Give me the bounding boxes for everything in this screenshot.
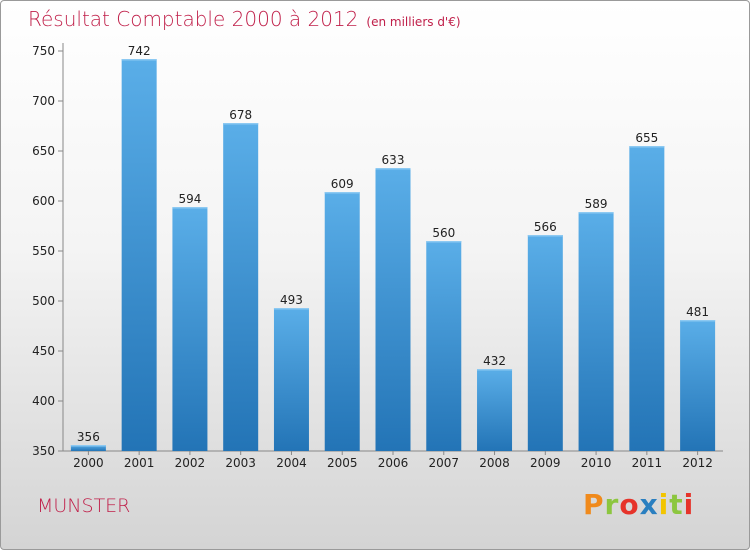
bar-2012 <box>680 320 716 451</box>
city-name: MUNSTER <box>37 495 131 517</box>
bar-value-label: 678 <box>229 108 252 122</box>
logo-letter: x <box>639 488 659 521</box>
bar-2006 <box>375 168 411 451</box>
bar-value-label: 742 <box>128 44 151 58</box>
y-tick-label: 750 <box>32 44 55 58</box>
y-tick-label: 650 <box>32 144 55 158</box>
logo-letter: P <box>583 488 605 521</box>
bar-value-label: 493 <box>280 293 303 307</box>
bar-2001 <box>121 59 157 451</box>
x-tick-label: 2005 <box>327 456 358 470</box>
bar-value-label: 481 <box>686 305 709 319</box>
x-tick-label: 2002 <box>175 456 206 470</box>
x-tick-label: 2001 <box>124 456 155 470</box>
bar-highlight <box>578 212 614 214</box>
y-tick-label: 450 <box>32 344 55 358</box>
bar-highlight <box>426 241 462 243</box>
bar-value-label: 356 <box>77 430 100 444</box>
bar-highlight <box>121 59 157 61</box>
x-tick-label: 2011 <box>632 456 663 470</box>
bar-2011 <box>629 146 665 451</box>
y-tick-label: 550 <box>32 244 55 258</box>
bar-2002 <box>172 207 208 451</box>
bar-highlight <box>375 168 411 170</box>
x-tick-label: 2004 <box>276 456 307 470</box>
bar-value-label: 560 <box>432 226 455 240</box>
bar-2009 <box>527 235 563 451</box>
x-tick-label: 2008 <box>479 456 510 470</box>
bar-highlight <box>629 146 665 148</box>
x-tick-label: 2009 <box>530 456 561 470</box>
chart-title-text: Résultat Comptable 2000 à 2012 <box>28 7 359 31</box>
logo-letter: i <box>683 488 695 521</box>
bar-2000 <box>70 445 106 451</box>
x-tick-label: 2006 <box>378 456 409 470</box>
logo-letter: r <box>604 488 620 521</box>
bar-value-label: 655 <box>635 131 658 145</box>
logo-letter: i <box>658 488 670 521</box>
bar-value-label: 566 <box>534 220 557 234</box>
logo-letter: t <box>669 488 684 521</box>
x-tick-label: 2000 <box>73 456 104 470</box>
logo-letter: o <box>619 488 640 521</box>
bar-highlight <box>70 445 106 447</box>
bar-highlight <box>324 192 360 194</box>
bar-value-label: 609 <box>331 177 354 191</box>
proxiti-logo: Proxiti <box>583 488 694 521</box>
bar-2010 <box>578 212 614 451</box>
bar-highlight <box>680 320 716 322</box>
y-tick-label: 500 <box>32 294 55 308</box>
bar-2003 <box>223 123 259 451</box>
bar-value-label: 432 <box>483 354 506 368</box>
x-tick-label: 2010 <box>581 456 612 470</box>
bar-value-label: 589 <box>585 197 608 211</box>
x-tick-label: 2007 <box>428 456 459 470</box>
y-tick-label: 400 <box>32 394 55 408</box>
chart-title: Résultat Comptable 2000 à 2012 (en millie… <box>28 7 461 31</box>
x-tick-label: 2012 <box>682 456 713 470</box>
bar-value-label: 633 <box>382 153 405 167</box>
y-tick-label: 350 <box>32 444 55 458</box>
bar-2008 <box>477 369 513 451</box>
chart-unit-text: (en milliers d'€) <box>366 15 461 29</box>
bar-highlight <box>172 207 208 209</box>
x-tick-label: 2003 <box>225 456 256 470</box>
bar-2007 <box>426 241 462 451</box>
y-tick-label: 700 <box>32 94 55 108</box>
bar-highlight <box>223 123 259 125</box>
bar-value-label: 594 <box>178 192 201 206</box>
y-tick-label: 600 <box>32 194 55 208</box>
bar-highlight <box>527 235 563 237</box>
bar-2004 <box>273 308 309 451</box>
bar-highlight <box>273 308 309 310</box>
bar-highlight <box>477 369 513 371</box>
bar-2005 <box>324 192 360 451</box>
